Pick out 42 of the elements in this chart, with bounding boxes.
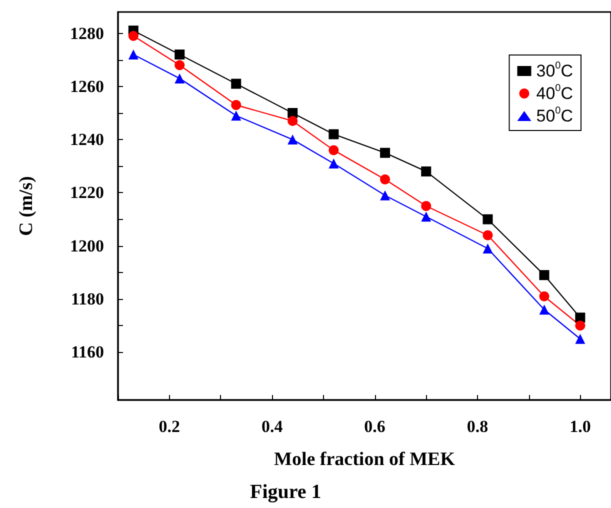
- point: [421, 212, 432, 222]
- point: [231, 110, 242, 121]
- y-tick-label: 1200: [70, 236, 104, 256]
- x-tick-label: 0.2: [158, 417, 180, 436]
- point: [328, 158, 339, 168]
- point: [288, 116, 298, 126]
- y-axis-title: C (m/s): [16, 176, 37, 236]
- point: [482, 214, 493, 224]
- point: [421, 201, 432, 211]
- point: [328, 145, 339, 156]
- y-tick-label: 1180: [70, 290, 104, 309]
- y-tick-label: 1280: [70, 24, 104, 43]
- point: [575, 320, 586, 331]
- x-tick-label: 0.6: [364, 417, 386, 436]
- point: [174, 73, 185, 84]
- point: [575, 334, 586, 344]
- point: [482, 244, 493, 254]
- point: [380, 148, 390, 158]
- y-tick-label: 1240: [70, 130, 104, 150]
- point: [539, 304, 550, 315]
- y-tick-label: 1260: [70, 76, 104, 96]
- point: [421, 166, 432, 176]
- x-tick-label: 1.0: [570, 417, 591, 436]
- point: [539, 291, 550, 302]
- x-tick-label: 0.4: [261, 417, 284, 436]
- point: [288, 134, 298, 145]
- point: [231, 78, 242, 89]
- point: [128, 50, 138, 60]
- point: [380, 174, 390, 184]
- y-tick-label: 1160: [70, 342, 104, 362]
- point: [174, 60, 185, 70]
- x-axis-title: Mole fraction of MEK: [274, 449, 456, 470]
- x-tick-label: 0.8: [466, 417, 488, 436]
- point: [328, 129, 339, 140]
- point: [231, 100, 242, 110]
- y-tick-label: 1220: [70, 183, 104, 202]
- point: [539, 270, 550, 280]
- point: [380, 190, 390, 200]
- point: [174, 50, 185, 60]
- point: [128, 30, 138, 41]
- point: [482, 230, 493, 240]
- caption: Figure 1: [250, 481, 322, 503]
